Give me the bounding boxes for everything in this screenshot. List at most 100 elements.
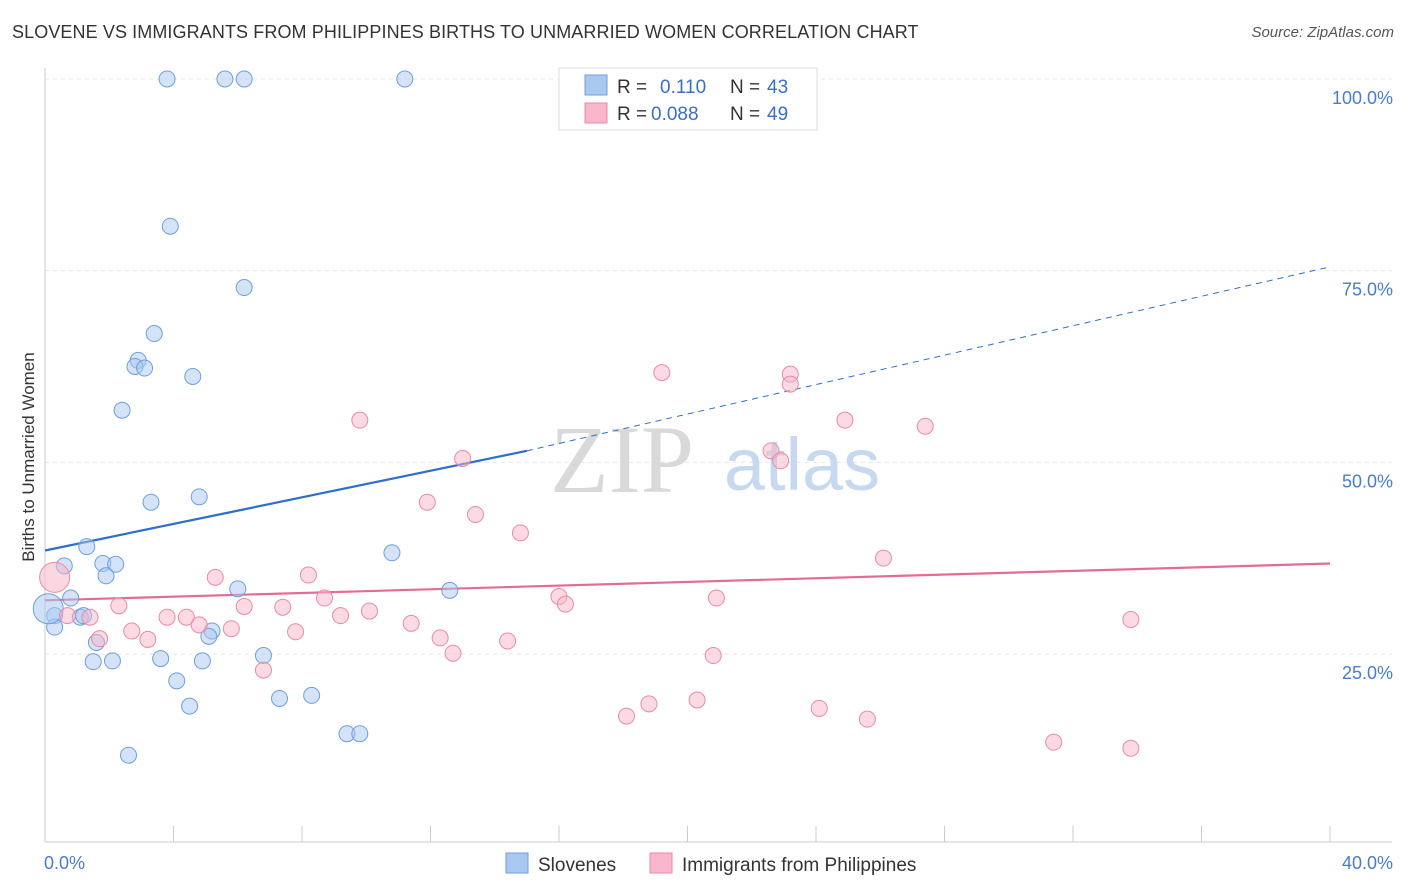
point-1-5 [916, 417, 934, 435]
point-1-26 [81, 608, 99, 626]
point-1-12 [874, 549, 892, 567]
point-0-2 [235, 70, 253, 88]
point-1-42 [640, 695, 658, 713]
stats-r-label-2: R = [617, 104, 647, 125]
stats-legend-swatch-slovenes [584, 74, 608, 96]
point-1-22 [360, 602, 378, 620]
point-1-7 [454, 450, 472, 467]
point-1-3 [351, 411, 369, 429]
point-1-16 [556, 595, 574, 613]
point-1-9 [418, 493, 436, 511]
stats-n-label-1: N = [730, 77, 760, 98]
point-1-31 [222, 620, 240, 638]
point-1-38 [704, 647, 722, 665]
point-1-0 [653, 364, 671, 382]
point-1-14 [299, 566, 317, 584]
point-0-18 [107, 555, 125, 573]
legend-swatch-philippines [649, 852, 673, 874]
point-0-42 [32, 593, 64, 625]
point-0-12 [142, 493, 160, 511]
data-points [32, 70, 1140, 764]
point-1-40 [1122, 611, 1140, 628]
point-1-20 [235, 597, 253, 615]
point-0-22 [62, 589, 80, 607]
point-1-37 [444, 644, 462, 662]
point-1-27 [58, 607, 76, 625]
stats-legend: R = 0.110 N = 43 R = 0.088 N = 49 [558, 67, 818, 131]
point-0-31 [84, 653, 102, 671]
series-legend: Slovenes Immigrants from Philippines [505, 852, 916, 876]
x-tick-labels: 0.0% 40.0% [44, 853, 1393, 873]
point-1-46 [1045, 733, 1063, 751]
point-1-11 [511, 524, 529, 542]
stats-r-value-2: 0.088 [651, 104, 699, 125]
watermark-atlas: atlas [724, 423, 880, 506]
point-0-35 [168, 672, 186, 690]
trend-lines [44, 266, 1331, 602]
point-0-38 [303, 686, 321, 704]
point-1-10 [466, 505, 484, 523]
point-1-32 [287, 623, 305, 641]
point-0-41 [120, 746, 138, 764]
point-1-34 [431, 629, 449, 647]
point-1-24 [158, 608, 176, 626]
y-tick-label-0: 25.0% [1342, 663, 1393, 683]
point-0-28 [200, 627, 218, 645]
point-0-1 [216, 70, 234, 88]
point-1-39 [254, 661, 272, 679]
legend-swatch-slovenes [505, 852, 529, 874]
point-1-45 [858, 710, 876, 728]
point-0-10 [184, 367, 202, 385]
point-1-35 [499, 632, 517, 650]
stats-n-label-2: N = [730, 104, 760, 125]
point-0-11 [113, 401, 131, 419]
watermark-zip: ZIP [550, 406, 694, 513]
y-axis-title: Births to Unmarried Women [19, 352, 38, 561]
point-1-21 [274, 598, 292, 616]
chart-title: SLOVENE VS IMMIGRANTS FROM PHILIPPINES B… [12, 22, 919, 42]
point-1-23 [332, 607, 350, 625]
point-1-4 [836, 411, 854, 429]
point-0-6 [145, 325, 163, 343]
point-0-4 [161, 217, 179, 235]
axes [44, 68, 1392, 843]
x-tick-label-min: 0.0% [44, 853, 85, 873]
point-1-36 [91, 630, 109, 648]
y-tick-label-1: 50.0% [1342, 471, 1393, 491]
legend-label-philippines: Immigrants from Philippines [682, 855, 916, 876]
y-tick-label-2: 75.0% [1342, 280, 1393, 300]
point-0-13 [190, 488, 208, 506]
point-0-36 [181, 697, 199, 715]
point-1-17 [315, 589, 333, 607]
point-0-0 [158, 70, 176, 88]
stats-n-value-2: 49 [767, 104, 788, 125]
source-label: Source: ZipAtlas.com [1251, 24, 1394, 41]
stats-r-label-1: R = [617, 77, 647, 98]
point-1-48 [39, 561, 71, 593]
point-0-33 [152, 650, 170, 668]
stats-legend-swatch-philippines [584, 102, 608, 124]
point-0-32 [103, 652, 121, 670]
point-1-19 [110, 597, 128, 615]
point-1-28 [190, 616, 208, 634]
watermark: ZIP atlas [550, 406, 880, 513]
trend-line-1 [44, 562, 1331, 602]
point-1-29 [402, 614, 420, 632]
point-0-5 [235, 279, 253, 297]
point-1-30 [123, 622, 141, 640]
point-1-44 [810, 699, 828, 717]
point-1-18 [707, 589, 725, 607]
point-0-19 [97, 567, 115, 585]
x-tick-label-max: 40.0% [1342, 853, 1393, 873]
point-1-2 [781, 375, 799, 393]
point-0-21 [441, 581, 459, 599]
trend-line-extension-0 [526, 266, 1331, 452]
point-0-37 [271, 689, 289, 707]
point-0-14 [78, 538, 96, 556]
point-0-30 [254, 647, 272, 665]
point-0-9 [136, 359, 154, 377]
point-1-25 [177, 608, 195, 626]
point-1-8 [772, 452, 790, 470]
y-tick-label-3: 100.0% [1332, 88, 1393, 108]
